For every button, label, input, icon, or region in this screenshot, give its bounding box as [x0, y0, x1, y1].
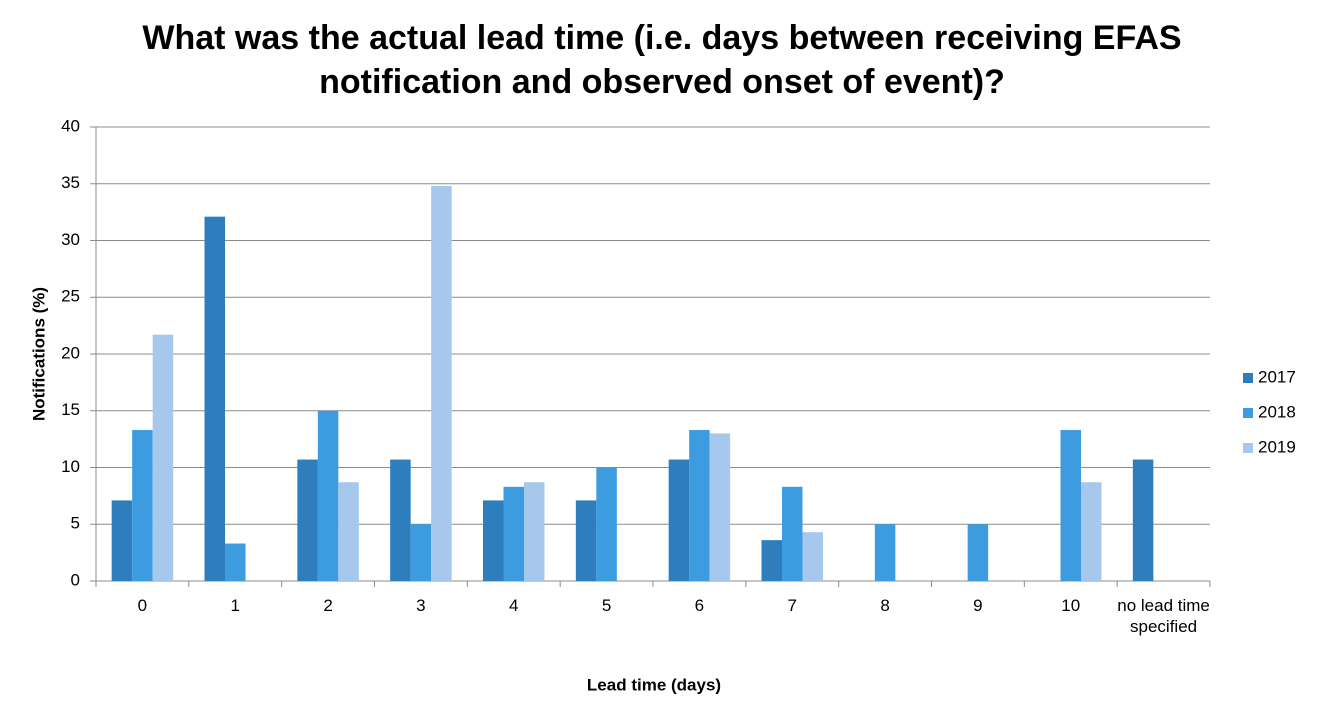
bar [575, 500, 597, 581]
x-tick-label-box: 9 [973, 596, 983, 615]
x-tick-label: 2 [323, 596, 333, 615]
bar [967, 524, 989, 581]
bar [524, 482, 545, 581]
x-tick-label: 4 [509, 596, 519, 615]
y-tick-label: 0 [71, 570, 80, 589]
x-tick-label-box: 8 [880, 596, 890, 615]
x-tick-label-box: 3 [416, 596, 426, 615]
x-tick-label-box: 6 [694, 596, 705, 615]
bar [483, 500, 504, 581]
x-tick-label: no lead time specified [1117, 596, 1210, 636]
y-tick-label: 5 [71, 514, 80, 533]
bar [1132, 459, 1154, 581]
bar [782, 486, 803, 581]
bar [596, 467, 617, 581]
bar [225, 543, 246, 581]
bar [503, 486, 524, 581]
legend-label: 2017 [1258, 367, 1296, 386]
x-tick-label-box: 5 [601, 596, 612, 615]
x-tick-label: 7 [787, 596, 797, 615]
legend-label: 2018 [1258, 402, 1296, 421]
x-tick-label-box: 10 [1061, 596, 1081, 615]
x-tick-label-box: no lead time specified [1117, 596, 1210, 636]
x-tick-label: 8 [880, 596, 890, 615]
y-tick-label: 30 [61, 230, 80, 249]
y-tick-label: 10 [61, 457, 80, 476]
x-tick-label: 1 [230, 596, 240, 615]
bar [431, 186, 452, 581]
y-tick-label: 35 [61, 173, 80, 192]
x-tick-label-box: 7 [787, 596, 797, 615]
bar [689, 430, 710, 581]
legend-swatch [1243, 443, 1253, 453]
bar [132, 430, 153, 581]
bar [709, 433, 731, 581]
bar [410, 524, 432, 581]
bar [338, 482, 359, 581]
bar [111, 500, 133, 581]
y-tick-label: 15 [61, 400, 80, 419]
x-tick-label: 5 [601, 596, 612, 615]
bar [668, 459, 690, 581]
y-tick-label: 40 [61, 116, 80, 135]
x-tick-label-box: 2 [323, 596, 333, 615]
x-axis-label: Lead time (days) [587, 675, 721, 694]
x-tick-label-box: 0 [137, 596, 148, 615]
bar [152, 334, 174, 581]
x-tick-label: 9 [973, 596, 983, 615]
bar [297, 459, 318, 581]
x-tick-label: 3 [416, 596, 426, 615]
bar [1081, 482, 1102, 581]
bar [874, 524, 896, 581]
bar [204, 216, 225, 582]
y-axis-label: Notifications (%) [29, 287, 48, 421]
legend-label: 2019 [1258, 437, 1296, 456]
legend-swatch [1243, 373, 1253, 383]
bar [390, 459, 411, 581]
x-tick-label-box: 1 [230, 596, 240, 615]
bar [802, 532, 823, 581]
bar [761, 540, 782, 581]
y-tick-label: 25 [61, 287, 80, 306]
x-tick-label: 6 [694, 596, 705, 615]
x-tick-label: 10 [1061, 596, 1081, 615]
y-tick-label: 20 [61, 343, 80, 362]
bar [1060, 430, 1081, 581]
chart-title: What was the actual lead time (i.e. days… [142, 19, 1182, 101]
legend-swatch [1243, 408, 1253, 418]
x-tick-label: 0 [137, 596, 148, 615]
bar [317, 410, 339, 581]
x-tick-label-box: 4 [509, 596, 519, 615]
